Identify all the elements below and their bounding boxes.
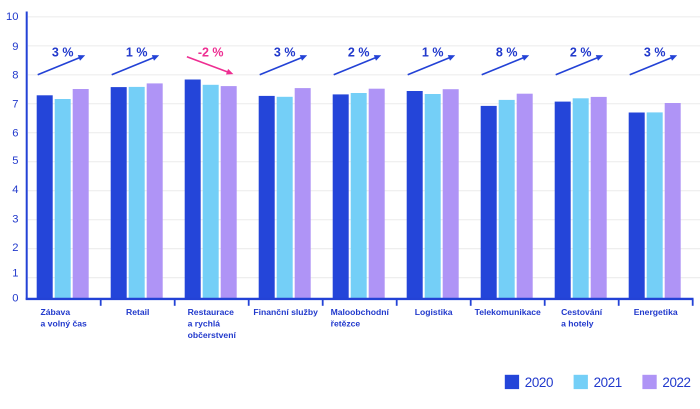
svg-text:1 %: 1 % xyxy=(422,46,444,60)
svg-text:8 %: 8 % xyxy=(496,46,518,60)
svg-text:1: 1 xyxy=(12,267,18,279)
svg-text:-2 %: -2 % xyxy=(198,46,224,60)
svg-text:6: 6 xyxy=(12,128,18,140)
svg-text:Cestování: Cestování xyxy=(561,307,603,317)
svg-text:2022: 2022 xyxy=(662,375,690,390)
svg-text:Finanční služby: Finanční služby xyxy=(253,307,318,317)
svg-text:2021: 2021 xyxy=(594,375,622,390)
svg-text:Retail: Retail xyxy=(126,307,149,317)
svg-text:Maloobchodní: Maloobchodní xyxy=(331,307,390,317)
svg-text:2: 2 xyxy=(12,242,18,254)
svg-text:řetězce: řetězce xyxy=(331,319,361,329)
svg-text:a hotely: a hotely xyxy=(561,319,594,329)
svg-text:a rychlá: a rychlá xyxy=(188,319,221,329)
svg-text:2 %: 2 % xyxy=(348,46,370,60)
svg-text:1 %: 1 % xyxy=(126,46,148,60)
svg-text:8: 8 xyxy=(12,70,18,82)
svg-text:2 %: 2 % xyxy=(570,46,592,60)
svg-text:3 %: 3 % xyxy=(274,46,296,60)
svg-text:Logistika: Logistika xyxy=(415,307,453,317)
svg-text:2020: 2020 xyxy=(525,375,553,390)
svg-text:občerstvení: občerstvení xyxy=(188,330,237,340)
svg-text:10: 10 xyxy=(6,11,18,23)
svg-text:3 %: 3 % xyxy=(52,46,74,60)
svg-text:Zábava: Zábava xyxy=(41,307,71,317)
svg-text:0: 0 xyxy=(12,292,18,304)
svg-text:Energetika: Energetika xyxy=(634,307,678,317)
svg-text:5: 5 xyxy=(12,155,18,167)
svg-text:3: 3 xyxy=(12,214,18,226)
svg-text:4: 4 xyxy=(12,184,18,196)
svg-text:9: 9 xyxy=(12,41,18,53)
svg-text:7: 7 xyxy=(12,99,18,111)
svg-text:Restaurace: Restaurace xyxy=(188,307,235,317)
svg-text:3 %: 3 % xyxy=(644,46,666,60)
svg-text:Telekomunikace: Telekomunikace xyxy=(475,307,541,317)
svg-text:a volný čas: a volný čas xyxy=(41,319,88,329)
